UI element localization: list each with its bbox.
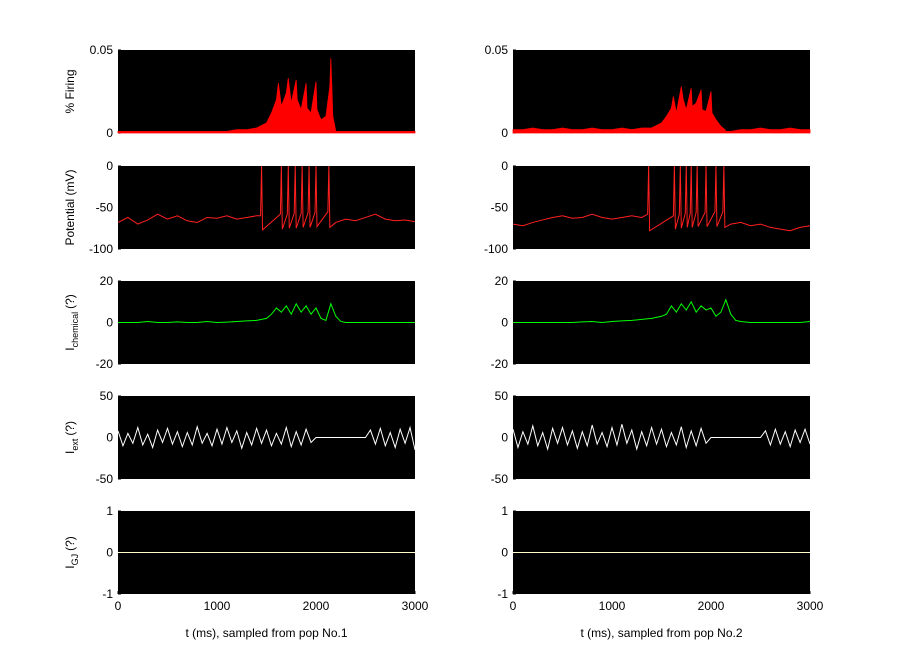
x-tick-label: 2000: [698, 599, 725, 613]
y-tick-label: -50: [491, 472, 509, 486]
x-tick-label: 1000: [204, 599, 231, 613]
y-axis-label-sub: ext: [70, 438, 80, 451]
y-axis-label-unit: (?): [63, 421, 77, 436]
y-tick-label: 0: [106, 546, 113, 560]
trace-line: [118, 302, 415, 324]
y-tick-label: 0: [501, 431, 508, 445]
firing-area: [117, 58, 416, 134]
x-axis-label: t (ms), sampled from pop No.1: [185, 626, 347, 640]
y-tick-label: 0: [106, 431, 113, 445]
y-tick-label: 50: [100, 389, 114, 403]
trace-line: [513, 298, 811, 324]
y-tick-label: 0: [501, 546, 508, 560]
y-tick-label: -1: [497, 587, 508, 601]
y-tick-label: -100: [89, 242, 113, 256]
y-tick-label: -20: [96, 357, 114, 371]
y-axis-label-main: I: [63, 347, 77, 350]
axes-background: [513, 396, 810, 479]
firing-area: [512, 86, 811, 134]
axes-background: [513, 50, 810, 133]
y-tick-label: 0.05: [485, 43, 509, 57]
y-tick-label: -50: [96, 472, 114, 486]
y-tick-label: 0: [106, 159, 113, 173]
trace-line: [512, 165, 811, 232]
y-axis-label-main: I: [63, 565, 77, 568]
y-axis-label: IGJ (?): [63, 536, 80, 569]
y-tick-label: -1: [102, 587, 113, 601]
y-tick-label: 1: [106, 504, 113, 518]
y-tick-label: 20: [100, 274, 114, 288]
y-axis-label-sub: chemical: [70, 312, 80, 348]
x-tick-label: 0: [510, 599, 517, 613]
y-axis-label-main: % Firing: [63, 69, 77, 113]
y-axis-label-main: I: [63, 451, 77, 454]
y-tick-label: 0: [106, 126, 113, 140]
y-tick-label: 20: [495, 274, 509, 288]
x-tick-label: 3000: [797, 599, 824, 613]
axes-background: [118, 166, 415, 249]
y-tick-label: -100: [484, 242, 508, 256]
y-tick-label: -50: [491, 201, 509, 215]
y-tick-label: 0: [501, 316, 508, 330]
y-tick-label: 50: [495, 389, 509, 403]
y-axis-label: Potential (mV): [63, 169, 77, 245]
trace-line: [117, 165, 416, 232]
y-tick-label: -50: [96, 201, 114, 215]
axes-background: [513, 166, 810, 249]
y-tick-label: 0: [106, 316, 113, 330]
x-axis-label: t (ms), sampled from pop No.2: [580, 626, 742, 640]
axes-background: [118, 50, 415, 133]
x-tick-label: 0: [115, 599, 122, 613]
trace-line: [117, 424, 416, 451]
x-tick-label: 1000: [599, 599, 626, 613]
y-tick-label: 0: [501, 126, 508, 140]
x-tick-label: 3000: [402, 599, 429, 613]
x-tick-label: 2000: [303, 599, 330, 613]
y-axis-label: % Firing: [63, 69, 77, 113]
y-tick-label: 1: [501, 504, 508, 518]
y-axis-label: Ichemical (?): [63, 294, 80, 351]
y-tick-label: -20: [491, 357, 509, 371]
y-axis-label-unit: (?): [63, 536, 77, 551]
y-tick-label: 0: [501, 159, 508, 173]
y-axis-label: Iext (?): [63, 421, 80, 454]
y-axis-label-unit: (?): [63, 294, 77, 309]
y-tick-label: 0.05: [90, 43, 114, 57]
y-axis-label-sub: GJ: [70, 554, 80, 566]
axes-background: [118, 396, 415, 479]
trace-line: [512, 423, 811, 452]
y-axis-label-main: Potential (mV): [63, 169, 77, 245]
